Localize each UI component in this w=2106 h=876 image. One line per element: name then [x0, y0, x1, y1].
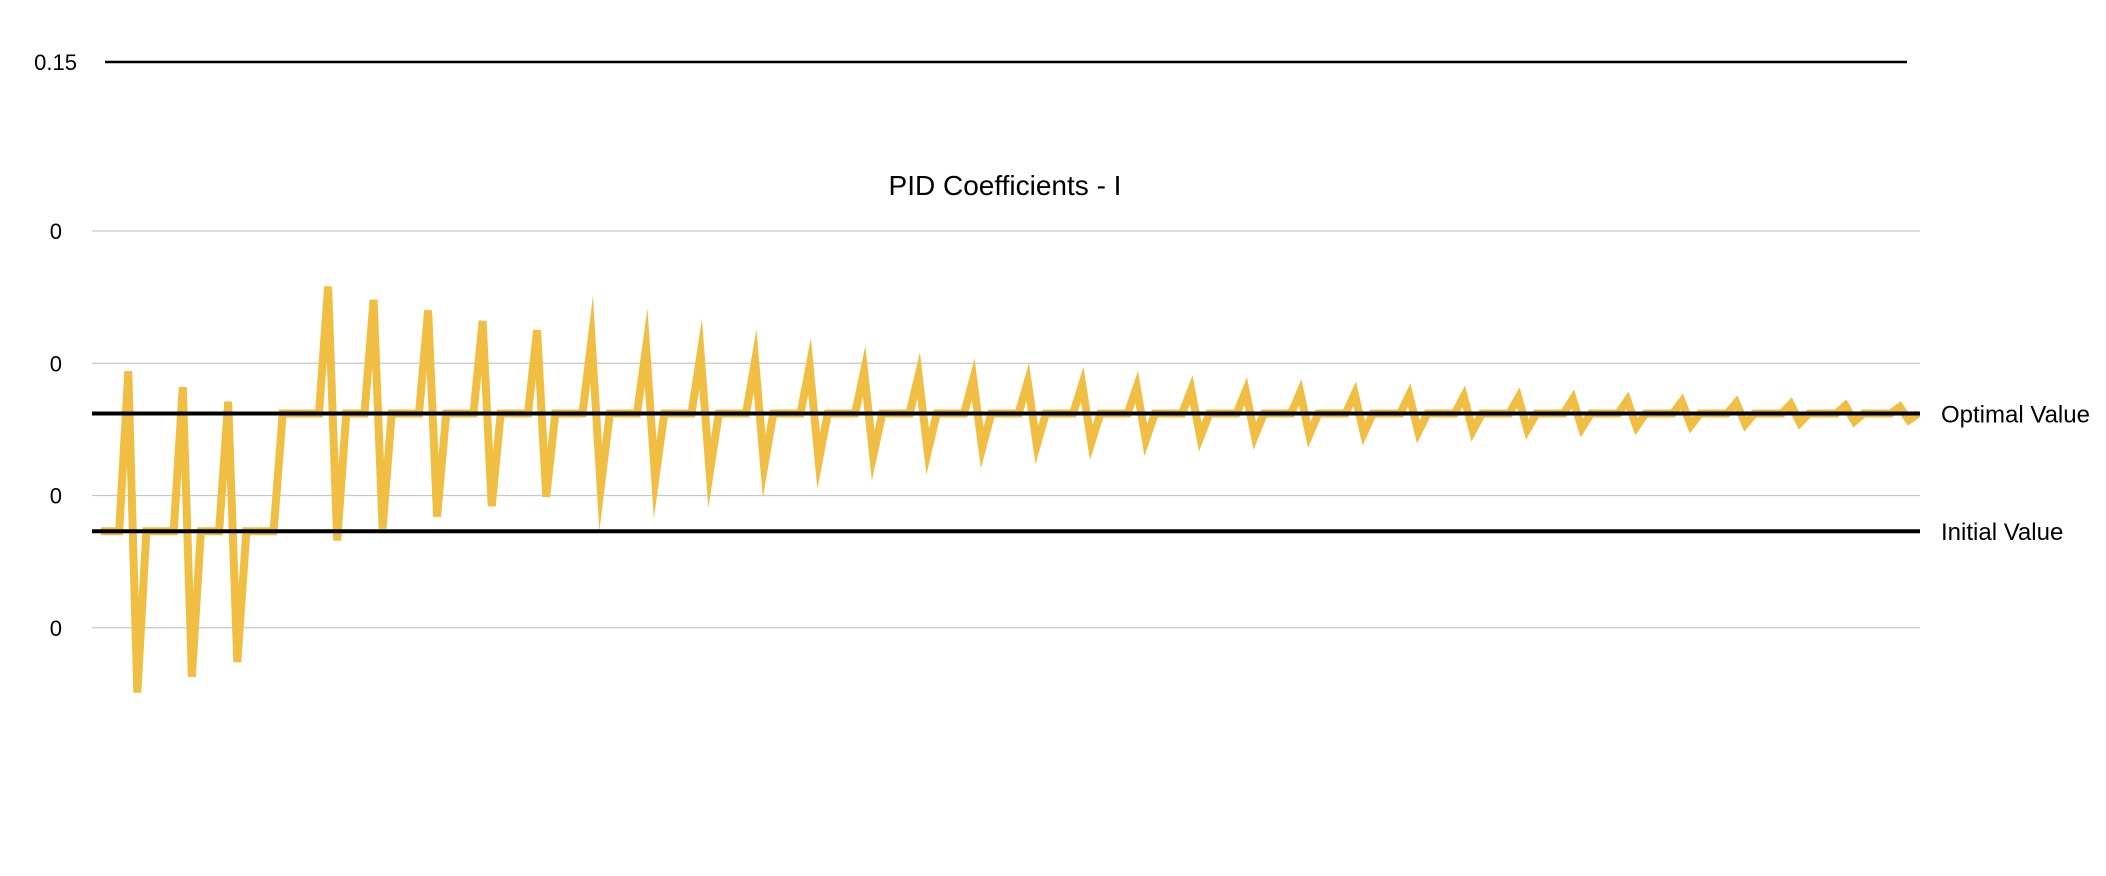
y-tick-label: 0 [50, 616, 62, 641]
y-axis-tick-labels: 0 0 0 0 [50, 219, 62, 641]
top-scale-label: 0.15 [34, 50, 77, 75]
initial-value-label: Initial Value [1941, 519, 2063, 546]
series-layer [101, 286, 1921, 693]
top-scale: 0.15 [34, 50, 1907, 75]
reference-lines: Optimal Value Initial Value [92, 402, 2090, 546]
y-tick-label: 0 [50, 351, 62, 376]
y-tick-label: 0 [50, 219, 62, 244]
grid [92, 230, 1920, 629]
y-tick-label: 0 [50, 484, 62, 509]
chart-title: PID Coefficients - I [889, 170, 1122, 201]
series-line-i [101, 286, 1921, 693]
optimal-value-label: Optimal Value [1941, 402, 2090, 429]
